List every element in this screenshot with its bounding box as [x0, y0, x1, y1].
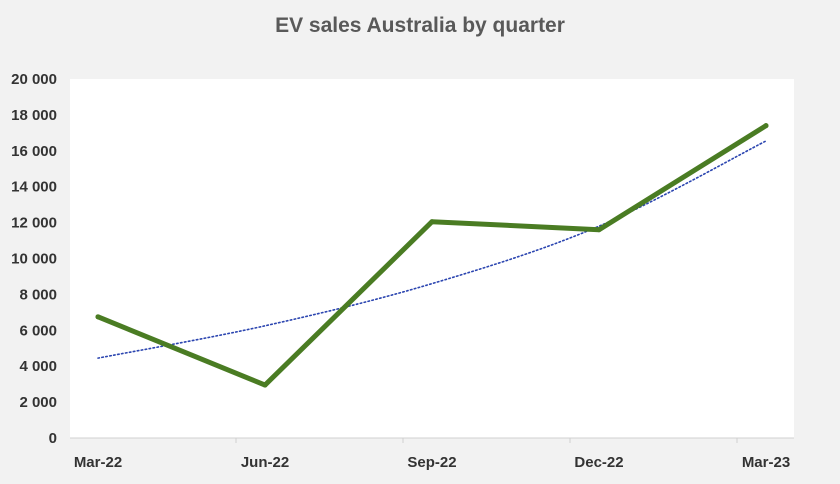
y-tick-label: 12 000	[11, 215, 57, 232]
x-tick-label: Mar-23	[742, 454, 790, 471]
data-point	[95, 314, 101, 320]
y-tick-label: 4 000	[19, 358, 57, 375]
y-tick-label: 2 000	[19, 394, 57, 411]
y-tick-label: 8 000	[19, 286, 57, 303]
y-tick-label: 20 000	[11, 71, 57, 88]
y-axis: 0 2 000 4 000 6 000 8 000 10 000 12 000 14 000 1…	[11, 71, 57, 447]
y-tick-label: 0	[49, 430, 57, 447]
trendline	[97, 140, 767, 359]
x-axis: Mar-22 Jun-22 Sep-22 Dec-22 Mar-23	[70, 437, 794, 471]
y-tick-label: 6 000	[19, 322, 57, 339]
x-tick-label: Jun-22	[241, 454, 289, 471]
plot-area	[70, 79, 794, 438]
data-point	[429, 219, 435, 225]
chart-title: EV sales Australia by quarter	[275, 14, 565, 37]
series-layer	[95, 123, 769, 388]
y-tick-label: 18 000	[11, 107, 57, 124]
y-tick-label: 10 000	[11, 251, 57, 268]
x-tick-label: Mar-22	[74, 454, 122, 471]
y-tick-label: 16 000	[11, 143, 57, 160]
x-tick-label: Sep-22	[407, 454, 456, 471]
data-point	[596, 227, 602, 233]
data-point	[763, 123, 769, 129]
x-tick-label: Dec-22	[574, 454, 623, 471]
y-tick-label: 14 000	[11, 179, 57, 196]
data-point	[262, 382, 268, 388]
